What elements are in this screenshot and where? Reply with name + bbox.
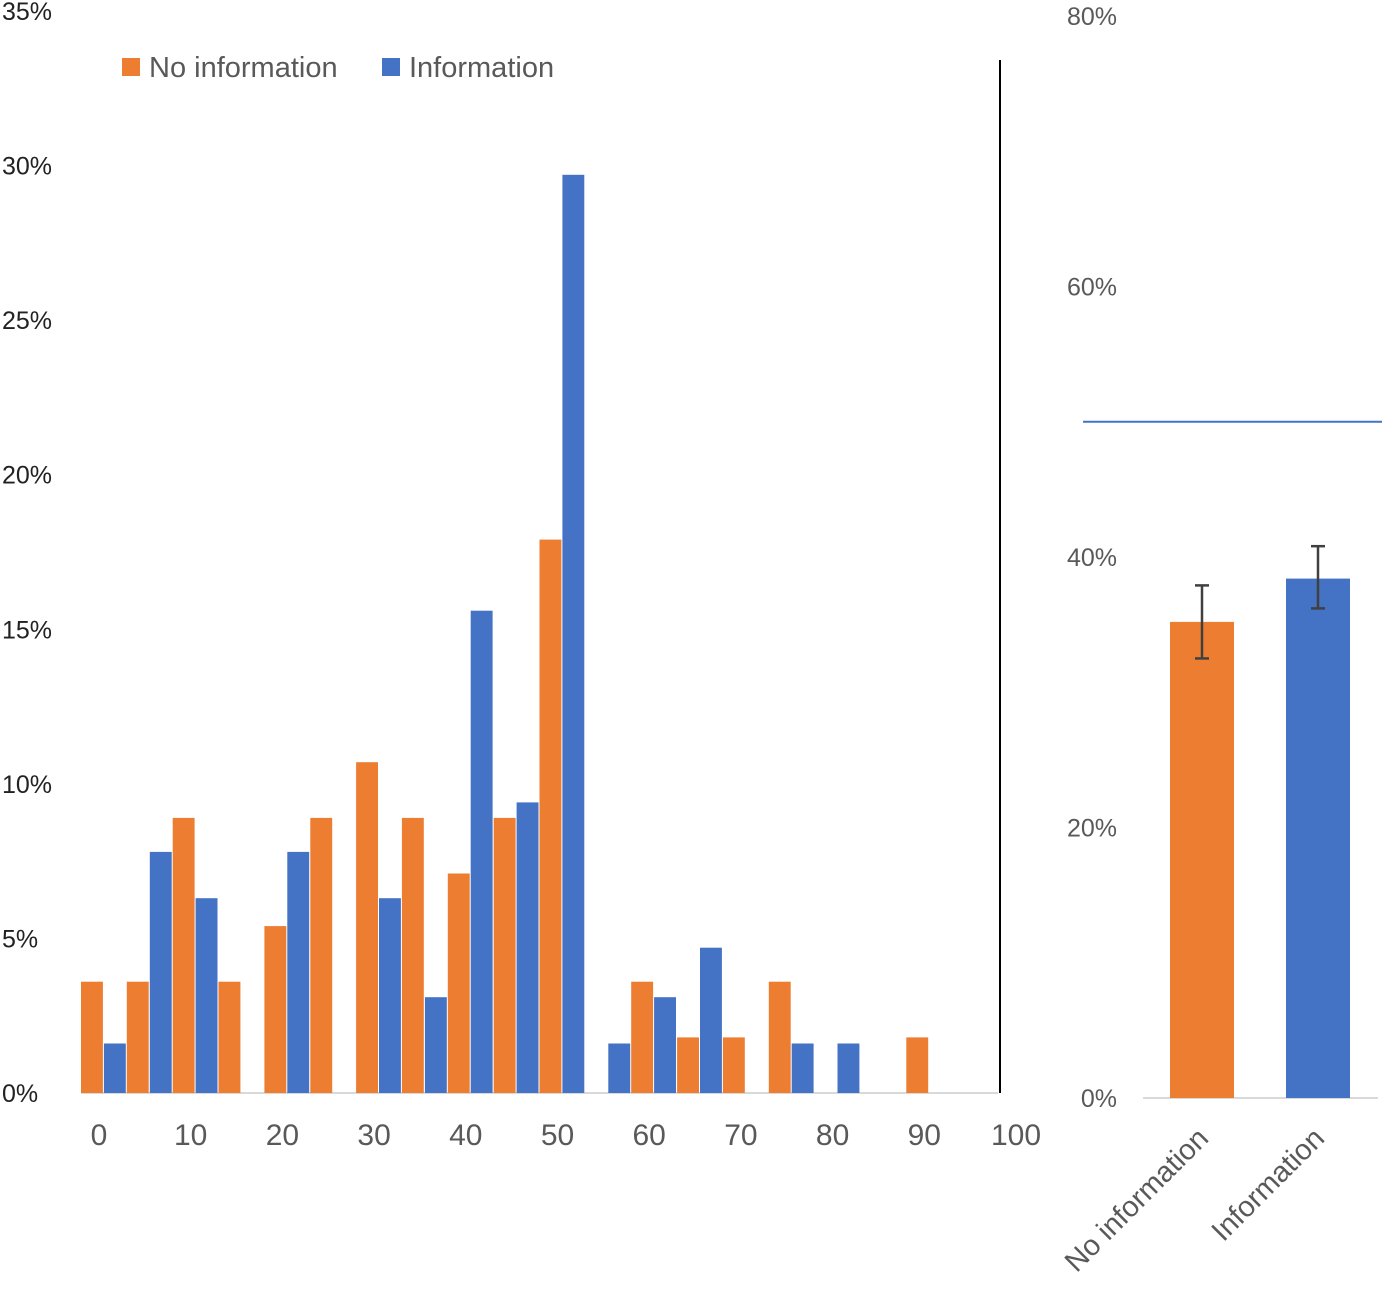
legend-swatch [382, 58, 400, 76]
hist-bar-no-information [493, 817, 516, 1093]
hist-bar-no-information [768, 981, 791, 1093]
hist-x-tick-label: 20 [266, 1119, 299, 1152]
hist-bar-information [791, 1043, 814, 1093]
hist-y-tick-label: 35% [2, 0, 52, 26]
hist-bar-information [654, 997, 676, 1093]
hist-bar-information [700, 947, 722, 1093]
hist-y-tick-label: 20% [2, 462, 52, 490]
hist-x-tick-label: 80 [816, 1119, 849, 1152]
hist-x-tick-label: 0 [91, 1119, 108, 1152]
means-y-tick-label: 60% [1067, 274, 1117, 302]
mean-bar-information [1286, 578, 1350, 1098]
hist-x-tick-label: 70 [724, 1119, 757, 1152]
hist-bar-information [149, 851, 172, 1093]
hist-y-tick-label: 30% [2, 153, 52, 181]
hist-x-tick-label: 90 [908, 1119, 941, 1152]
hist-bar-no-information [539, 539, 562, 1093]
hist-bar-information [287, 851, 310, 1093]
hist-bar-information [608, 1043, 631, 1093]
hist-bar-no-information [310, 817, 333, 1093]
means-x-tick-label: No information [1059, 1122, 1215, 1278]
hist-bar-information [195, 898, 218, 1093]
means-y-tick-label: 80% [1067, 3, 1117, 31]
hist-x-tick-label: 60 [633, 1119, 666, 1152]
mean-bar-no-information [1170, 621, 1234, 1098]
hist-bar-no-information [218, 981, 241, 1093]
hist-bar-no-information [722, 1037, 745, 1093]
means-y-tick-label: 20% [1067, 815, 1117, 843]
hist-bar-no-information [172, 817, 195, 1093]
hist-y-tick-label: 15% [2, 616, 52, 644]
hist-bar-no-information [906, 1037, 929, 1093]
hist-bar-information [837, 1043, 860, 1093]
hist-bar-no-information [631, 981, 654, 1093]
hist-bar-no-information [677, 1037, 699, 1093]
hist-bar-no-information [81, 981, 103, 1093]
hist-x-tick-label: 40 [449, 1119, 482, 1152]
hist-bar-no-information [356, 762, 378, 1093]
means-x-tick-label: Information [1206, 1122, 1331, 1247]
hist-bar-information [103, 1043, 126, 1093]
hist-y-tick-label: 5% [2, 925, 38, 953]
means-y-tick-label: 40% [1067, 544, 1117, 572]
hist-x-tick-label: 30 [357, 1119, 390, 1152]
hist-bar-information [379, 898, 401, 1093]
hist-bar-no-information [264, 926, 287, 1093]
legend-swatch [122, 58, 140, 76]
legend-label: No information [149, 52, 338, 84]
hist-y-tick-label: 10% [2, 771, 52, 799]
hist-x-tick-label: 10 [174, 1119, 207, 1152]
hist-y-tick-label: 0% [2, 1080, 38, 1108]
legend-label: Information [409, 52, 554, 84]
hist-bar-information [470, 610, 493, 1093]
hist-x-tick-label: 50 [541, 1119, 574, 1152]
hist-bar-no-information [126, 981, 149, 1093]
hist-bar-no-information [401, 817, 424, 1093]
hist-bar-information [424, 997, 447, 1093]
hist-y-tick-label: 25% [2, 307, 52, 335]
means-y-tick-label: 0% [1081, 1085, 1117, 1113]
hist-bar-information [516, 802, 539, 1093]
hist-bar-information [562, 174, 585, 1094]
hist-bar-no-information [447, 873, 470, 1093]
hist-x-tick-label: 100 [991, 1119, 1041, 1152]
